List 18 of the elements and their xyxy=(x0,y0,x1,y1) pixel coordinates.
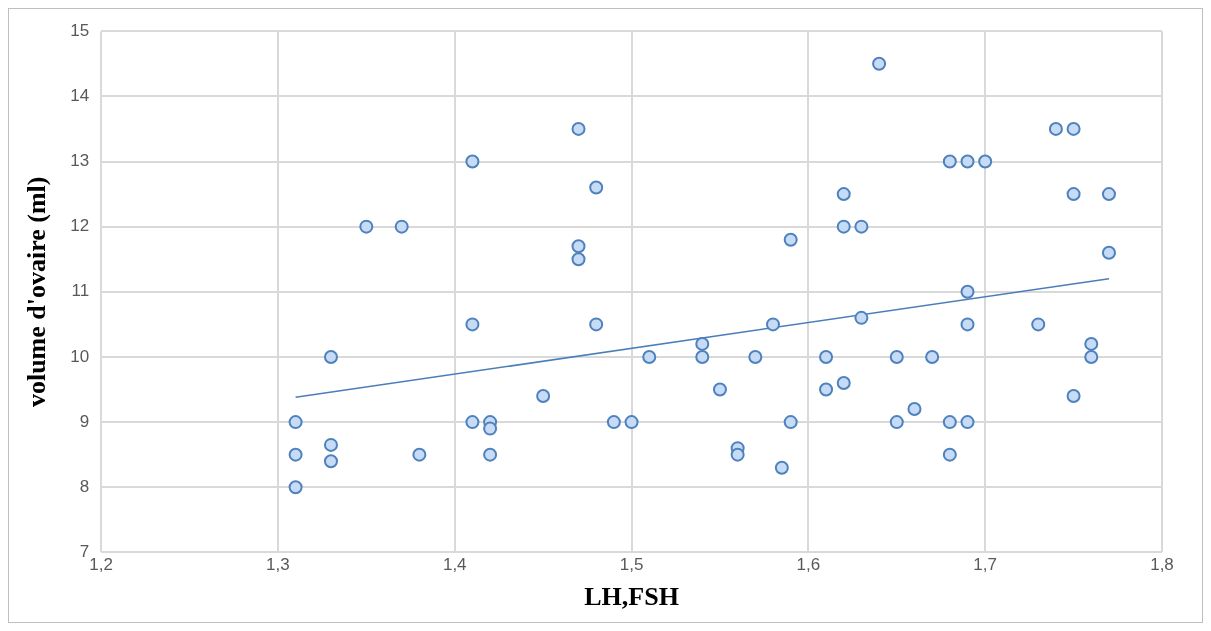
y-tick-label: 8 xyxy=(79,476,90,496)
x-tick-label: 1,4 xyxy=(442,555,467,575)
x-tick-label: 1,2 xyxy=(89,555,113,575)
y-tick-label: 7 xyxy=(79,542,90,562)
y-tick-label: 13 xyxy=(70,151,90,171)
x-axis-title: LH,FSH xyxy=(584,582,679,612)
y-tick-label: 10 xyxy=(70,346,90,366)
y-tick-label: 14 xyxy=(70,86,90,106)
y-axis-title: volume d'ovaire (ml) xyxy=(22,176,52,408)
y-tick-label: 9 xyxy=(79,411,90,431)
x-tick-label: 1,6 xyxy=(796,555,821,575)
x-tick-label: 1,3 xyxy=(266,555,290,575)
x-tick-label: 1,8 xyxy=(1150,555,1174,575)
x-tick-label: 1,7 xyxy=(973,555,998,575)
y-tick-label: 11 xyxy=(71,281,90,301)
y-tick-label: 12 xyxy=(70,216,90,236)
y-tick-label: 15 xyxy=(70,20,90,40)
x-tick-label: 1,5 xyxy=(619,555,644,575)
